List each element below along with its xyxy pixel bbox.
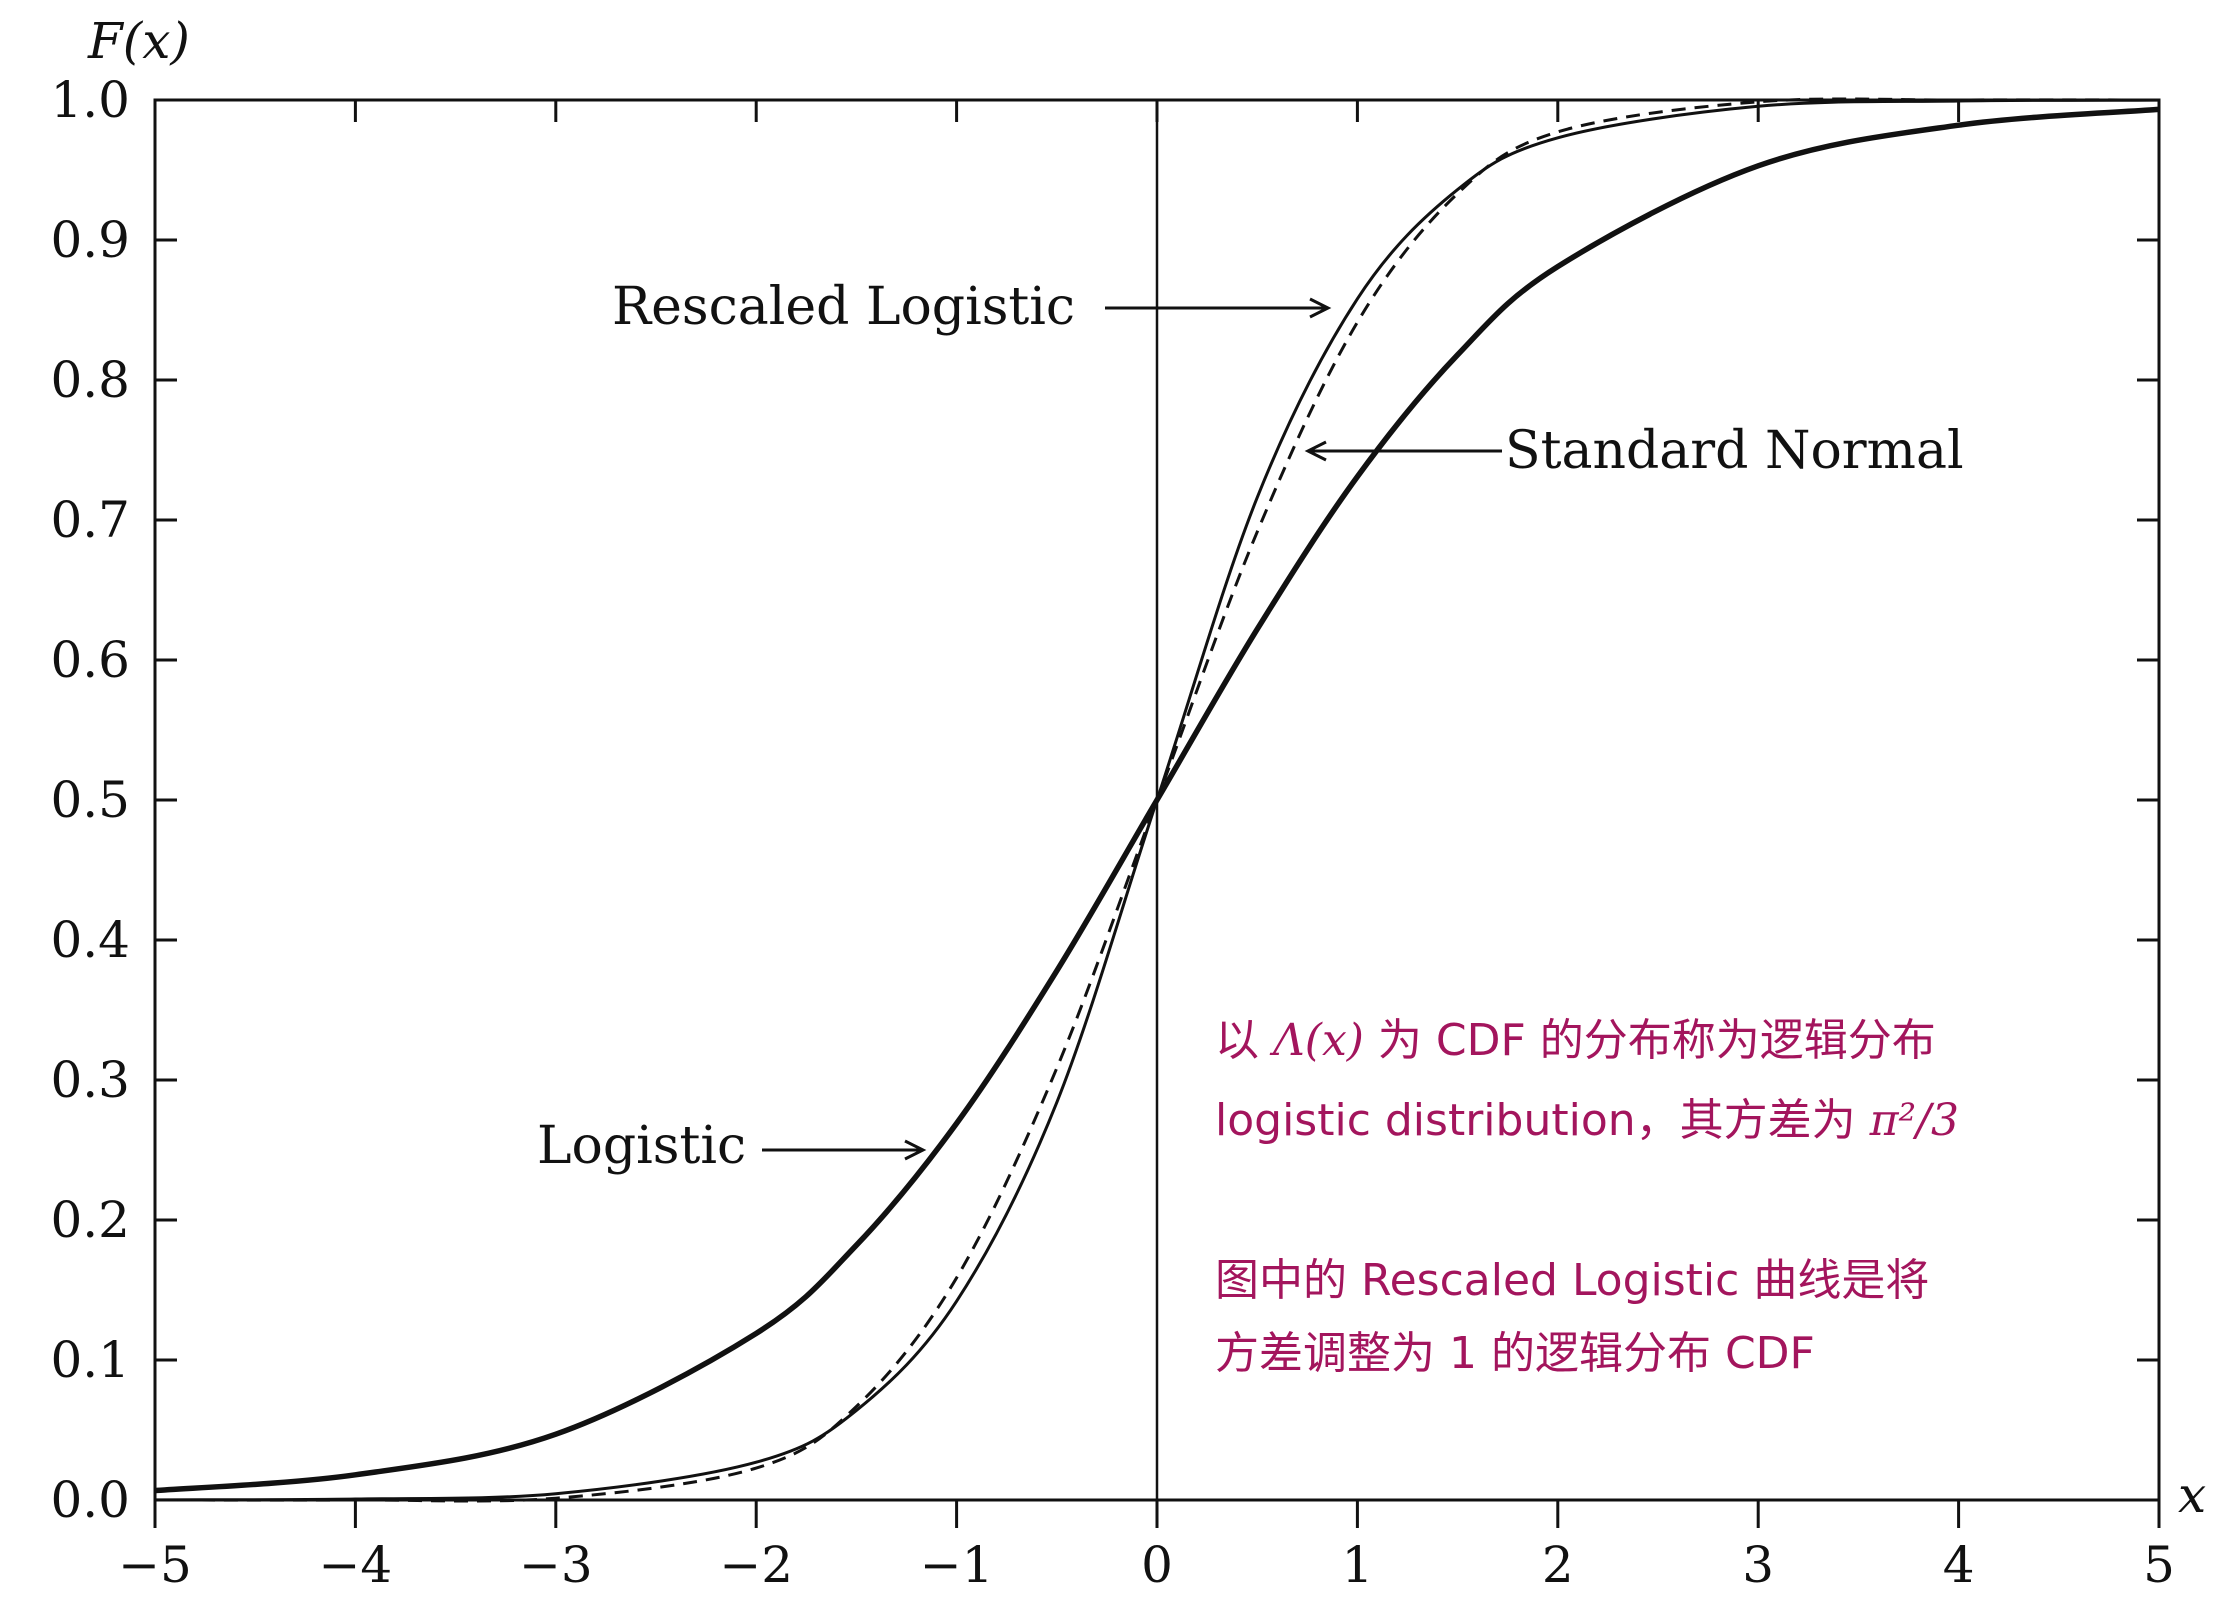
- note-line-1-a: 以: [1215, 1015, 1273, 1066]
- logistic-arrow-head: [904, 1139, 927, 1161]
- x-tick-label: 5: [2143, 1536, 2175, 1594]
- note-line-1-b: 为 CDF 的分布称为逻辑分布: [1364, 1015, 1936, 1066]
- x-tick-label: 3: [1742, 1536, 1774, 1594]
- y-tick-label: 0.8: [50, 351, 130, 409]
- y-tick-label: 0.2: [50, 1191, 130, 1249]
- logistic-label: Logistic: [537, 1116, 746, 1176]
- note-line-3: 图中的 Rescaled Logistic 曲线是将: [1215, 1255, 1929, 1306]
- y-tick-label: 0.5: [50, 771, 130, 829]
- note-line-1-lambda: Λ(x): [1269, 1015, 1364, 1066]
- chart-text: F(x) x Rescaled Logistic Standard Normal…: [50, 12, 2206, 1594]
- axes: [153, 98, 2161, 1528]
- y-tick-label: 0.3: [50, 1051, 130, 1109]
- y-axis-title: F(x): [87, 12, 190, 70]
- note-line-2: logistic distribution，其方差为 π²/3: [1215, 1095, 1959, 1146]
- x-tick-label: 4: [1943, 1536, 1975, 1594]
- y-tick-label: 0.7: [50, 491, 130, 549]
- y-tick-label: 0.4: [50, 911, 130, 969]
- y-tick-label: 0.6: [50, 631, 130, 689]
- x-tick-label: −5: [118, 1536, 192, 1594]
- standard-normal-arrow-head: [1304, 440, 1327, 462]
- x-tick-label: −4: [319, 1536, 393, 1594]
- x-axis-title: x: [2178, 1466, 2206, 1524]
- y-tick-label: 0.1: [50, 1331, 130, 1389]
- x-tick-label: 1: [1341, 1536, 1373, 1594]
- x-tick-label: −2: [719, 1536, 793, 1594]
- x-tick-label: −1: [920, 1536, 994, 1594]
- x-tick-label: 0: [1141, 1536, 1173, 1594]
- x-tick-label: 2: [1542, 1536, 1574, 1594]
- note-line-2-a: logistic distribution，其方差为: [1215, 1095, 1870, 1146]
- note-line-4: 方差调整为 1 的逻辑分布 CDF: [1215, 1328, 1815, 1379]
- standard-normal-label: Standard Normal: [1505, 421, 1964, 481]
- y-tick-label: 0.0: [50, 1471, 130, 1529]
- rescaled-logistic-label: Rescaled Logistic: [612, 277, 1075, 337]
- rescaled-logistic-arrow-head: [1309, 297, 1332, 319]
- y-tick-label: 0.9: [50, 211, 130, 269]
- y-tick-label: 1.0: [50, 71, 130, 129]
- note-line-1: 以 Λ(x) 为 CDF 的分布称为逻辑分布: [1215, 1015, 1936, 1066]
- series-lines: [154, 97, 2160, 1503]
- series-line-standard-normal: [154, 97, 2160, 1503]
- x-tick-label: −3: [519, 1536, 593, 1594]
- note-line-2-pi: π²/3: [1869, 1095, 1959, 1146]
